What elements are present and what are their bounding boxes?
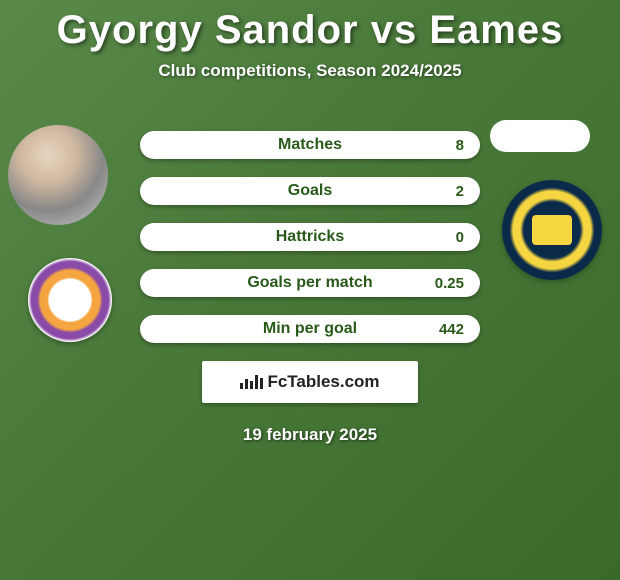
brand-badge: FcTables.com (202, 361, 418, 403)
stats-container: Matches 8 Goals 2 Hattricks 0 Goals per … (140, 131, 480, 343)
stat-value: 442 (439, 321, 464, 338)
player-right-avatar (490, 120, 590, 152)
stat-value: 0 (456, 229, 464, 246)
page-title: Gyorgy Sandor vs Eames (0, 0, 620, 53)
club-badge-right (502, 180, 602, 280)
stat-label: Goals (288, 182, 332, 200)
stat-row-min-per-goal: Min per goal 442 (140, 315, 480, 343)
stat-row-goals: Goals 2 (140, 177, 480, 205)
brand-text: FcTables.com (267, 372, 379, 392)
stat-label: Hattricks (276, 228, 344, 246)
subtitle: Club competitions, Season 2024/2025 (0, 61, 620, 81)
player-left-avatar (8, 125, 108, 225)
stat-value: 2 (456, 183, 464, 200)
stat-value: 0.25 (435, 275, 464, 292)
stat-row-matches: Matches 8 (140, 131, 480, 159)
stat-label: Goals per match (247, 274, 372, 292)
stat-row-hattricks: Hattricks 0 (140, 223, 480, 251)
stat-label: Min per goal (263, 320, 357, 338)
date-label: 19 february 2025 (0, 425, 620, 445)
chart-icon (240, 375, 263, 389)
stat-value: 8 (456, 137, 464, 154)
club-badge-left (28, 258, 112, 342)
stat-label: Matches (278, 136, 342, 154)
stat-row-goals-per-match: Goals per match 0.25 (140, 269, 480, 297)
